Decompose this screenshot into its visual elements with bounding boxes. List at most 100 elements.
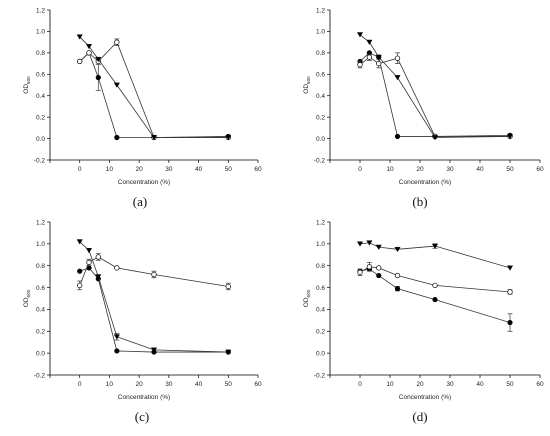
- data-point: [356, 241, 364, 247]
- y-tick-label: 0.2: [36, 114, 45, 121]
- x-tick-label: 10: [106, 381, 114, 388]
- data-point: [114, 39, 120, 45]
- y-tick-label: 0.2: [316, 114, 325, 121]
- data-point: [431, 135, 439, 141]
- y-tick-label: 0.4: [36, 307, 45, 314]
- y-tick-label: 0.0: [36, 350, 45, 357]
- y-tick-label: 0.8: [316, 263, 325, 270]
- data-point: [432, 296, 438, 303]
- x-tick-label: 50: [506, 381, 514, 388]
- series-line: [79, 52, 229, 138]
- data-point: [95, 74, 101, 81]
- data-point: [77, 282, 83, 289]
- y-tick-label: 0.4: [316, 93, 325, 100]
- y-axis-label: OD600: [23, 76, 31, 94]
- y-axis-label-main: OD: [303, 84, 310, 94]
- chart-panel-1: -0.2 0.0 0.2 0.4 0.6 0.8 1.0 1.2 0 10 20 30 40 50 60 Co…: [23, 7, 262, 209]
- data-point: [151, 271, 157, 278]
- data-point: [366, 240, 373, 246]
- y-tick-label: 1.0: [316, 29, 325, 36]
- y-tick-label: -0.2: [34, 372, 46, 379]
- panel-label: (a): [133, 194, 147, 209]
- data-point: [431, 243, 439, 249]
- data-point: [394, 75, 401, 81]
- data-series-circle-open: [77, 38, 231, 141]
- y-axis-label-subscript: 600: [306, 76, 311, 84]
- x-tick-label: 60: [254, 381, 262, 388]
- x-tick-label: 50: [506, 166, 514, 173]
- x-tick-label: 60: [536, 381, 544, 388]
- x-tick-label: 50: [225, 381, 233, 388]
- x-tick-label: 0: [358, 166, 362, 173]
- y-tick-label: -0.2: [314, 372, 326, 379]
- x-tick-label: 0: [78, 381, 82, 388]
- data-point: [394, 55, 401, 61]
- data-point: [113, 334, 120, 340]
- data-point: [95, 56, 102, 63]
- series-line: [79, 241, 229, 353]
- x-tick-label: 20: [416, 381, 424, 388]
- y-axis-label-subscript: 600: [306, 289, 311, 297]
- x-tick-label: 10: [106, 166, 114, 173]
- y-axis-label-subscript: 600: [26, 76, 31, 84]
- x-tick-label: 0: [78, 166, 82, 173]
- data-point: [376, 60, 382, 67]
- y-tick-label: 1.2: [36, 219, 45, 226]
- panel-label: (d): [412, 409, 427, 424]
- data-series-circle-open: [77, 253, 231, 291]
- data-point: [394, 133, 401, 140]
- data-point: [150, 135, 158, 141]
- data-point: [114, 134, 120, 141]
- x-tick-label: 20: [416, 166, 424, 173]
- data-series-triangle-down: [76, 239, 232, 355]
- data-series-circle-open: [357, 262, 513, 295]
- y-tick-label: 0.8: [316, 50, 325, 57]
- y-tick-label: 0.8: [36, 263, 45, 270]
- data-point: [375, 54, 382, 60]
- data-series-triangle-down: [76, 34, 232, 141]
- data-point: [357, 61, 363, 68]
- y-tick-label: 0.2: [316, 329, 325, 336]
- x-tick-label: 10: [386, 166, 394, 173]
- chart-panel-4: -0.2 0.0 0.2 0.4 0.6 0.8 1.0 1.2 0 10 20 30 40 50 60 Co…: [303, 219, 544, 424]
- y-axis-label: OD600: [303, 289, 311, 307]
- data-point: [506, 134, 514, 140]
- data-point: [86, 50, 92, 56]
- y-tick-label: 1.0: [316, 241, 325, 248]
- data-point: [506, 265, 514, 271]
- y-tick-label: 0.6: [36, 285, 45, 292]
- data-point: [366, 39, 373, 45]
- x-tick-label: 10: [386, 381, 394, 388]
- y-tick-label: 0.6: [36, 72, 45, 79]
- chart-panel-3: -0.2 0.0 0.2 0.4 0.6 0.8 1.0 1.2 0 10 20 30 40 50 60 Co…: [23, 219, 262, 424]
- series-line: [79, 256, 229, 287]
- data-series-circle-filled: [357, 266, 513, 332]
- data-series-circle-filled: [77, 50, 231, 141]
- data-point: [77, 268, 83, 274]
- data-point: [507, 289, 513, 295]
- y-tick-label: 0.8: [36, 50, 45, 57]
- y-axis-label: OD600: [23, 289, 31, 307]
- y-tick-label: 0.0: [316, 136, 325, 143]
- data-point: [225, 283, 231, 290]
- y-tick-label: -0.2: [34, 157, 46, 164]
- y-tick-label: 1.0: [36, 29, 45, 36]
- x-tick-label: 50: [225, 166, 233, 173]
- series-line: [359, 56, 510, 137]
- data-point: [357, 269, 363, 275]
- y-axis-label-main: OD: [23, 297, 30, 307]
- data-point: [375, 244, 382, 250]
- y-tick-label: 1.2: [316, 7, 325, 14]
- series-line: [359, 52, 511, 137]
- data-point: [95, 274, 102, 280]
- data-point: [77, 58, 83, 65]
- data-series-triangle-down: [356, 240, 514, 271]
- y-axis-label-subscript: 600: [26, 289, 31, 297]
- x-tick-label: 40: [476, 166, 484, 173]
- panel-label: (c): [135, 409, 149, 424]
- y-tick-label: 0.0: [316, 350, 325, 357]
- x-tick-label: 30: [165, 381, 173, 388]
- y-tick-label: 1.2: [36, 7, 45, 14]
- x-tick-label: 60: [254, 166, 262, 173]
- data-point: [225, 135, 232, 141]
